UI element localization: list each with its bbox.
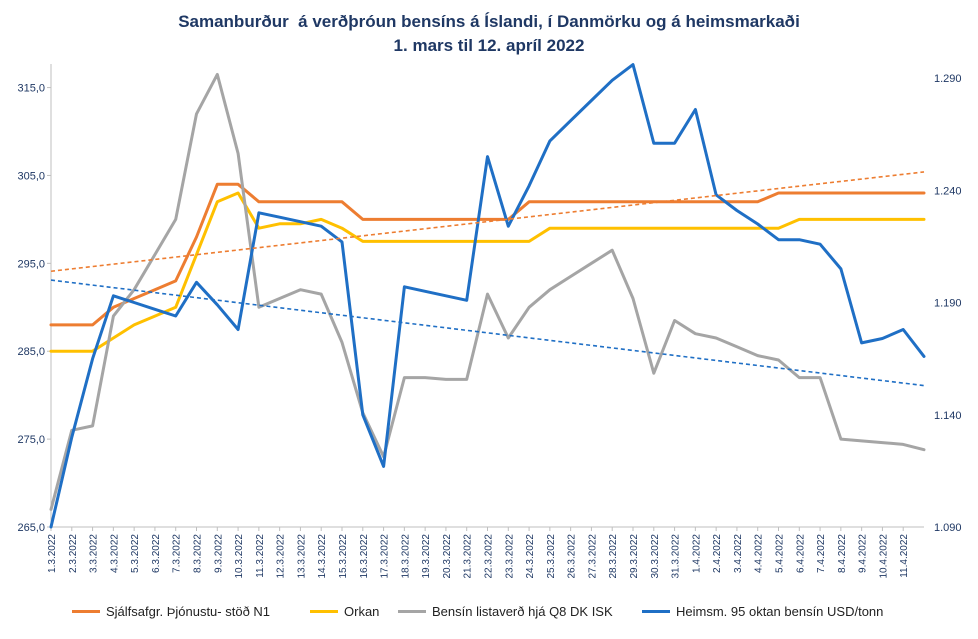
x-tick-label: 11.3.2022 — [255, 534, 266, 578]
x-tick-label: 4.3.2022 — [109, 534, 120, 573]
x-tick-label: 20.3.2022 — [442, 534, 453, 579]
y-right-tick-label: 1.140 — [934, 410, 962, 422]
x-tick-label: 3.4.2022 — [733, 534, 744, 573]
x-tick-label: 27.3.2022 — [587, 534, 598, 579]
x-tick-label: 14.3.2022 — [317, 534, 328, 579]
x-tick-label: 29.3.2022 — [629, 534, 640, 579]
x-tick-label: 11.4.2022 — [899, 534, 910, 578]
legend-item: Sjálfsafgr. Þjónustu- stöð N1 — [72, 604, 270, 619]
x-tick-label: 7.4.2022 — [816, 534, 827, 573]
legend-label: Heimsm. 95 oktan bensín USD/tonn — [676, 604, 884, 619]
x-tick-label: 18.3.2022 — [400, 534, 411, 579]
y-left-tick-label: 285,0 — [17, 346, 45, 358]
x-tick-label: 15.3.2022 — [338, 534, 349, 579]
x-tick-label: 26.3.2022 — [567, 534, 578, 579]
x-tick-label: 19.3.2022 — [421, 534, 432, 579]
y-left-tick-label: 315,0 — [17, 83, 45, 95]
x-tick-label: 2.3.2022 — [68, 534, 79, 573]
x-tick-label: 5.3.2022 — [130, 534, 141, 573]
x-tick-label: 10.4.2022 — [878, 534, 889, 579]
x-tick-label: 6.3.2022 — [151, 534, 162, 573]
series-line-2 — [49, 191, 926, 353]
series-line-1 — [49, 182, 926, 327]
x-tick-label: 12.3.2022 — [276, 534, 287, 579]
x-tick-label: 22.3.2022 — [484, 534, 495, 579]
x-tick-label: 30.3.2022 — [650, 534, 661, 579]
legend-label: Sjálfsafgr. Þjónustu- stöð N1 — [106, 604, 271, 619]
x-tick-label: 24.3.2022 — [525, 534, 536, 579]
series-line-3 — [49, 72, 926, 511]
y-right-tick-label: 1.240 — [934, 185, 962, 197]
legend: Sjálfsafgr. Þjónustu- stöð N1 Orkan Bensín… — [0, 604, 978, 628]
x-tick-label: 7.3.2022 — [172, 534, 183, 573]
legend-item: Orkan — [310, 604, 379, 619]
legend-swatch — [72, 610, 100, 613]
y-right-tick-label: 1.190 — [934, 298, 962, 310]
x-tick-label: 1.3.2022 — [47, 534, 58, 573]
x-tick-label: 23.3.2022 — [504, 534, 515, 579]
x-tick-label: 28.3.2022 — [608, 534, 619, 579]
x-tick-label: 8.4.2022 — [837, 534, 848, 573]
x-tick-label: 3.3.2022 — [89, 534, 100, 573]
x-tick-label: 6.4.2022 — [795, 534, 806, 573]
x-tick-label: 13.3.2022 — [296, 534, 307, 579]
y-left-tick-label: 295,0 — [17, 258, 45, 270]
series-line-4 — [49, 63, 926, 529]
x-tick-label: 1.4.2022 — [691, 534, 702, 573]
legend-item: Bensín listaverð hjá Q8 DK ISK — [398, 604, 613, 619]
chart-subtitle: 1. mars til 12. apríl 2022 — [393, 36, 585, 55]
y-left-tick-label: 265,0 — [17, 522, 45, 534]
legend-swatch — [642, 610, 670, 613]
x-tick-label: 16.3.2022 — [359, 534, 370, 579]
y-right-tick-label: 1.090 — [934, 522, 962, 534]
y-left-tick-label: 275,0 — [17, 434, 45, 446]
x-tick-label: 4.4.2022 — [754, 534, 765, 573]
x-tick-label: 9.4.2022 — [858, 534, 869, 573]
x-tick-label: 5.4.2022 — [775, 534, 786, 573]
x-tick-label: 31.3.2022 — [671, 534, 682, 579]
x-tick-label: 17.3.2022 — [380, 534, 391, 579]
x-tick-label: 10.3.2022 — [234, 534, 245, 579]
x-tick-label: 8.3.2022 — [193, 534, 204, 573]
chart-title-block: Samanburður á verðþróun bensíns á Ísland… — [0, 10, 978, 58]
legend-item: Heimsm. 95 oktan bensín USD/tonn — [642, 604, 883, 619]
chart-title: Samanburður á verðþróun bensíns á Ísland… — [178, 12, 800, 31]
x-tick-label: 21.3.2022 — [463, 534, 474, 579]
y-right-tick-label: 1.290 — [934, 73, 962, 85]
x-tick-label: 2.4.2022 — [712, 534, 723, 573]
legend-label: Orkan — [344, 604, 380, 619]
legend-swatch — [310, 610, 338, 613]
x-tick-label: 9.3.2022 — [213, 534, 224, 573]
x-tick-label: 25.3.2022 — [546, 534, 557, 579]
legend-swatch — [398, 610, 426, 613]
legend-label: Bensín listaverð hjá Q8 DK ISK — [432, 604, 613, 619]
y-left-tick-label: 305,0 — [17, 170, 45, 182]
